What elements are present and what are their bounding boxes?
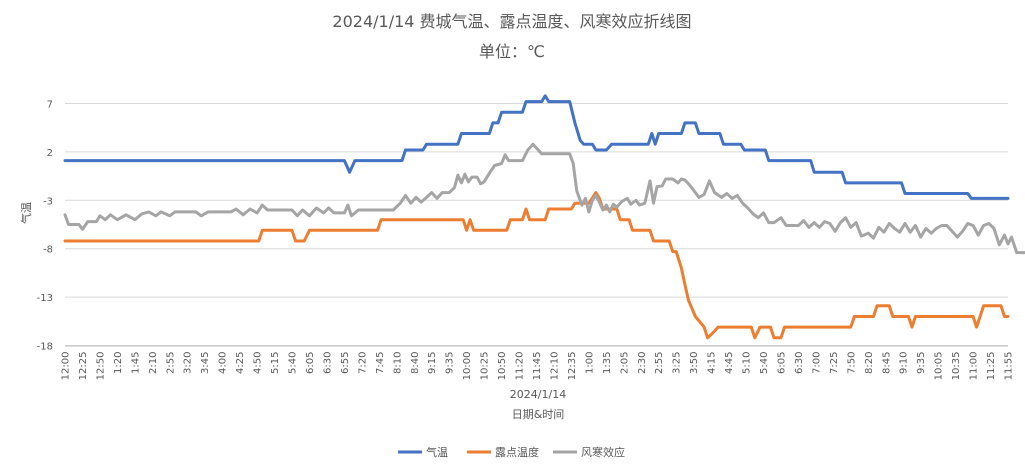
x-tick-label: 5:10: [742, 352, 753, 374]
chart-title: 2024/1/14 费城气温、露点温度、风寒效应折线图: [332, 12, 691, 31]
legend-label: 露点温度: [495, 445, 539, 459]
chart-subtitle: 单位：℃: [479, 42, 545, 61]
x-tick-label: 12:50: [95, 352, 106, 381]
y-tick-label: -13: [37, 293, 53, 304]
x-tick-label: 12:25: [78, 352, 89, 381]
y-tick-label: 7: [47, 100, 53, 111]
x-tick-label: 7:20: [357, 352, 368, 374]
x-tick-label: 3:45: [200, 352, 211, 374]
x-tick-label: 7:45: [375, 352, 386, 374]
legend: 气温 露点温度 风寒效应: [398, 445, 625, 459]
x-tick-label: 11:25: [986, 352, 997, 381]
x-tick-label: 6:30: [322, 352, 333, 374]
x-tick-label: 2:30: [637, 352, 648, 374]
x-tick-label: 3:25: [672, 352, 683, 374]
x-tick-label: 8:45: [881, 352, 892, 374]
x-tick-label: 4:45: [724, 352, 735, 374]
x-tick-label: 10:35: [951, 352, 962, 381]
x-tick-label: 4:50: [253, 352, 264, 374]
x-tick-label: 2:05: [619, 352, 630, 374]
x-tick-label: 10:25: [480, 352, 491, 381]
x-tick-label: 1:20: [113, 352, 124, 374]
x-tick-label: 7:50: [846, 352, 857, 374]
x-tick-label: 9:35: [445, 352, 456, 374]
x-tick-label: 12:10: [549, 352, 560, 381]
x-tick-label: 12:00: [61, 352, 72, 381]
y-tick-label: 2: [47, 148, 53, 159]
legend-label: 风寒效应: [581, 445, 625, 459]
x-tick-label: 5:40: [759, 352, 770, 374]
x-tick-label: 6:30: [794, 352, 805, 374]
x-tick-label: 6:55: [340, 352, 351, 374]
y-axis-title: 气温: [19, 202, 33, 224]
x-tick-label: 7:25: [829, 352, 840, 374]
y-tick-label: -18: [37, 342, 53, 353]
series-line: [63, 191, 1010, 340]
x-tick-label: 6:05: [305, 352, 316, 374]
x-axis-ticks: 12:00 12:25 12:50 1:20 1:45 2:10 2:55 3:20 3:45 4…: [61, 345, 1015, 381]
x-tick-label: 4:15: [707, 352, 718, 374]
x-tick-label: 8:20: [864, 352, 875, 374]
x-tick-label: 10:50: [497, 352, 508, 381]
x-tick-label: 6:05: [776, 352, 787, 374]
x-tick-label: 10:00: [462, 352, 473, 381]
x-tick-label: 11:45: [532, 352, 543, 381]
x-tick-label: 3:20: [183, 352, 194, 374]
x-axis-title: 日期&时间: [512, 408, 565, 421]
x-tick-label: 4:25: [235, 352, 246, 374]
series-line: [63, 94, 1010, 200]
x-tick-label: 11:00: [969, 352, 980, 381]
x-tick-label: 1:35: [602, 352, 613, 374]
x-tick-label: 2:55: [654, 352, 665, 374]
y-tick-label: -8: [43, 245, 53, 256]
series-lines: [63, 94, 1025, 340]
x-tick-label: 1:45: [130, 352, 141, 374]
x-tick-label: 5:40: [288, 352, 299, 374]
x-tick-label: 10:05: [934, 352, 945, 381]
legend-label: 气温: [426, 445, 448, 459]
x-tick-label: 7:00: [811, 352, 822, 374]
series-line: [63, 142, 1025, 255]
x-tick-label: 8:40: [410, 352, 421, 374]
x-tick-label: 9:10: [899, 352, 910, 374]
x-tick-label: 12:35: [567, 352, 578, 381]
x-tick-label: 2:10: [148, 352, 159, 374]
gridlines: [65, 103, 1008, 346]
x-tick-label: 9:15: [427, 352, 438, 374]
x-tick-label: 4:00: [218, 352, 229, 374]
x-tick-label: 5:15: [270, 352, 281, 374]
x-tick-label: 3:50: [689, 352, 700, 374]
x-date-label: 2024/1/14: [510, 388, 566, 401]
x-tick-label: 11:55: [1004, 352, 1015, 381]
x-tick-label: 2:55: [165, 352, 176, 374]
x-tick-label: 9:35: [916, 352, 927, 374]
y-tick-label: -3: [43, 196, 53, 207]
x-tick-label: 11:20: [515, 352, 526, 381]
y-axis-ticks: -18 -13 -8 -3 2 7: [37, 100, 53, 353]
x-tick-label: 8:10: [392, 352, 403, 374]
x-tick-label: 1:00: [584, 352, 595, 374]
